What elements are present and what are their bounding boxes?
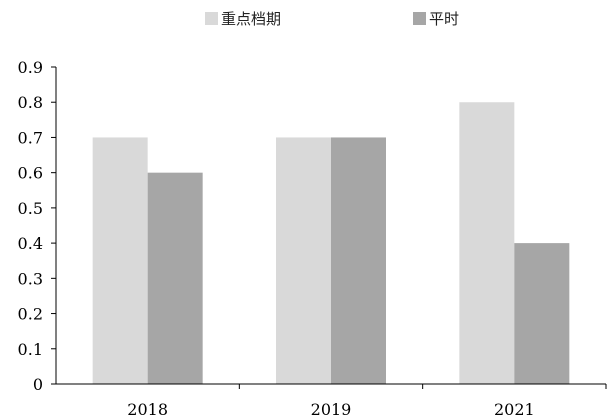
y-tick-label: 0.5 bbox=[18, 199, 43, 218]
chart-legend: 重点档期 平时 bbox=[0, 8, 608, 30]
y-tick-label: 0.3 bbox=[18, 269, 43, 288]
legend-label-series-2: 平时 bbox=[429, 10, 460, 28]
legend-label-series-1: 重点档期 bbox=[221, 10, 282, 28]
bar-1-2018 bbox=[92, 137, 148, 384]
y-tick-label: 0.9 bbox=[18, 58, 43, 77]
x-tick-label-2021: 2021 bbox=[494, 400, 535, 419]
bar-2-2018 bbox=[147, 172, 203, 384]
legend-item-series-2: 平时 bbox=[413, 8, 459, 29]
bar-1-2021 bbox=[459, 102, 515, 384]
x-tick-label-2019: 2019 bbox=[311, 400, 352, 419]
bar-2-2019 bbox=[331, 137, 386, 384]
y-tick-label: 0.4 bbox=[18, 234, 43, 253]
y-tick-label: 0.7 bbox=[18, 128, 43, 147]
y-tick-label: 0.6 bbox=[18, 164, 43, 183]
y-tick-label: 0.8 bbox=[18, 93, 43, 112]
legend-swatch-series-1 bbox=[205, 12, 218, 25]
y-tick-label: 0.1 bbox=[18, 340, 43, 359]
bar-1-2019 bbox=[276, 137, 331, 384]
y-tick-label: 0 bbox=[33, 375, 43, 394]
legend-item-series-1: 重点档期 bbox=[205, 8, 281, 29]
legend-swatch-series-2 bbox=[413, 12, 426, 25]
y-tick-label: 0.2 bbox=[18, 305, 43, 324]
bar-2-2021 bbox=[514, 243, 570, 384]
x-tick-label-2018: 2018 bbox=[127, 400, 168, 419]
